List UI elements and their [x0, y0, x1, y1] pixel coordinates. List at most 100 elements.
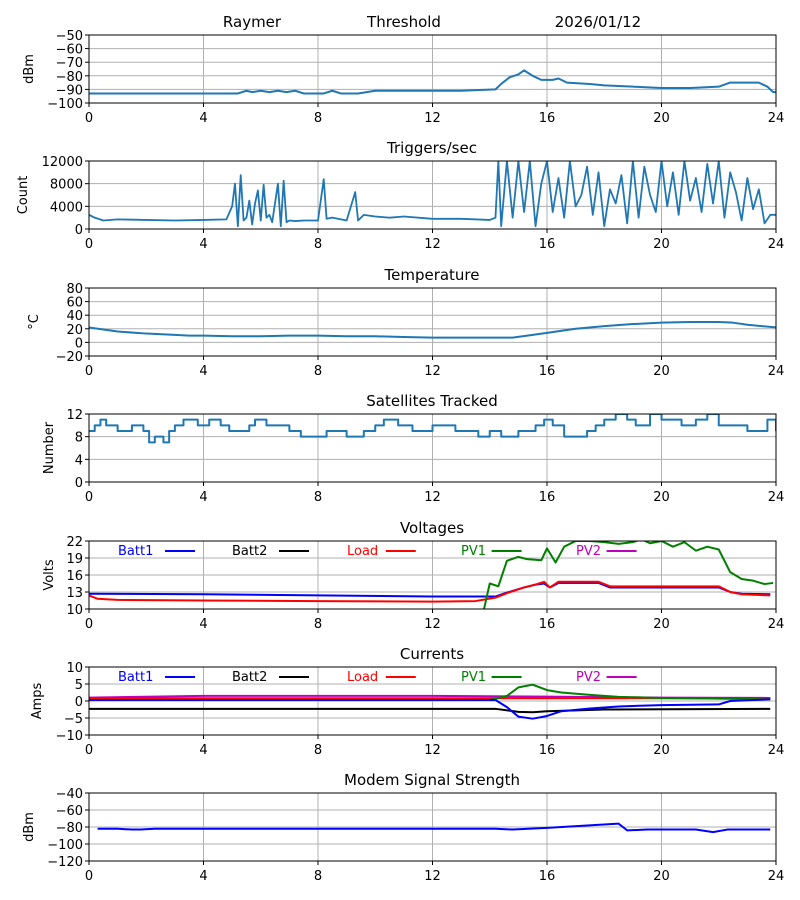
x-tick-label: 8	[314, 743, 322, 758]
chart-title: Triggers/sec	[386, 139, 477, 157]
header-date: 2026/01/12	[555, 13, 641, 31]
y-tick-label: −100	[47, 97, 83, 112]
y-tick-label: 12	[66, 408, 83, 423]
y-tick-label: −60	[56, 43, 83, 58]
grid	[88, 413, 777, 483]
x-tick-label: 20	[653, 617, 670, 632]
chart-title: Currents	[400, 645, 464, 663]
series-line-load	[89, 580, 771, 603]
y-tick-label: 80	[66, 282, 83, 297]
x-tick-label: 24	[768, 743, 785, 758]
y-tick-label: 20	[66, 323, 83, 338]
x-tick-label: 24	[768, 869, 785, 884]
y-tick-label: 0	[75, 223, 83, 238]
series-line-modem	[97, 822, 771, 834]
y-tick-label: 5	[75, 678, 83, 693]
x-tick-label: 20	[653, 364, 670, 379]
series-line-pv1	[89, 683, 771, 701]
x-tick-label: 16	[539, 111, 556, 126]
y-tick-label: −120	[47, 855, 83, 870]
y-tick-label: −80	[56, 70, 83, 85]
plot-frame	[88, 540, 777, 610]
panel-rssi: 0 4 8 12 16 20 24 −100−90−80−70−60−50 dBm	[22, 29, 784, 126]
y-tick-label: 0	[75, 336, 83, 351]
x-tick-label: 12	[424, 490, 441, 505]
legend-label-batt2: Batt2	[232, 670, 267, 685]
y-axis-label: Count	[16, 176, 31, 215]
series-line-batt1	[89, 698, 771, 720]
panel-voltages: Voltages 0 4 8 12 16 20 24 10 13 16 19 22 Volts Batt1…	[42, 519, 784, 632]
legend-label-load: Load	[347, 670, 378, 685]
y-axis-label: Amps	[30, 682, 45, 719]
legend-label-batt1: Batt1	[118, 544, 153, 559]
y-tick-label: 60	[66, 296, 83, 311]
chart-title: Satellites Tracked	[366, 392, 497, 410]
x-tick-label: 8	[314, 617, 322, 632]
y-tick-label: −60	[56, 804, 83, 819]
y-tick-label: 10	[66, 603, 83, 618]
x-tick-label: 24	[768, 617, 785, 632]
legend-label-batt2: Batt2	[232, 544, 267, 559]
y-tick-label: −40	[56, 787, 83, 802]
y-axis-label: dBm	[22, 54, 37, 84]
chart-title: Voltages	[400, 519, 464, 537]
y-tick-label: 12000	[42, 155, 83, 170]
x-tick-label: 16	[539, 743, 556, 758]
y-tick-label: 22	[66, 535, 83, 550]
plot-frame	[88, 287, 777, 357]
grid	[88, 792, 777, 862]
chart-title: Temperature	[383, 266, 479, 284]
y-tick-label: 19	[66, 552, 83, 567]
x-tick-label: 4	[199, 869, 207, 884]
x-tick-label: 16	[539, 364, 556, 379]
x-tick-label: 20	[653, 869, 670, 884]
x-tick-label: 16	[539, 869, 556, 884]
x-tick-label: 12	[424, 743, 441, 758]
x-tick-label: 8	[314, 237, 322, 252]
y-tick-label: 13	[66, 586, 83, 601]
legend-label-pv2: PV2	[576, 544, 601, 559]
y-tick-label: −90	[56, 83, 83, 98]
y-tick-label: −5	[64, 712, 83, 727]
series-line-batt1	[89, 581, 771, 598]
x-tick-label: 8	[314, 869, 322, 884]
x-tick-label: 12	[424, 617, 441, 632]
x-tick-label: 12	[424, 237, 441, 252]
y-tick-label: −100	[47, 838, 83, 853]
legend-label-load: Load	[347, 544, 378, 559]
x-tick-label: 20	[653, 743, 670, 758]
series-line-batt2	[89, 707, 771, 714]
y-tick-label: −50	[56, 29, 83, 44]
y-tick-label: 8	[75, 431, 83, 446]
plot-frame	[88, 792, 777, 862]
y-tick-label: 4	[75, 453, 83, 468]
y-axis-label: dBm	[22, 812, 37, 842]
plot-frame	[88, 666, 777, 736]
x-tick-label: 4	[199, 743, 207, 758]
y-tick-label: 4000	[50, 200, 83, 215]
series-line-satellites	[89, 414, 776, 444]
y-tick-label: 0	[75, 476, 83, 491]
x-tick-label: 12	[424, 111, 441, 126]
x-tick-label: 0	[85, 743, 93, 758]
x-tick-label: 12	[424, 364, 441, 379]
legend-label-pv1: PV1	[461, 670, 486, 685]
plot-frame	[88, 413, 777, 483]
x-tick-label: 20	[653, 237, 670, 252]
x-tick-label: 24	[768, 364, 785, 379]
x-tick-label: 4	[199, 490, 207, 505]
y-tick-label: −80	[56, 821, 83, 836]
x-tick-label: 0	[85, 111, 93, 126]
x-tick-label: 0	[85, 869, 93, 884]
x-tick-label: 0	[85, 617, 93, 632]
header-mode: Threshold	[366, 13, 441, 31]
y-tick-label: −20	[56, 350, 83, 365]
panel-currents: Currents 0 4 8 12 16 20 24 −10 −5 0 5 10 Amps Batt1 Ba…	[30, 645, 784, 758]
chart-title: Modem Signal Strength	[344, 771, 520, 789]
legend-label-batt1: Batt1	[118, 670, 153, 685]
y-axis-label: °C	[27, 314, 42, 330]
header-site: Raymer	[223, 13, 282, 31]
series-line-threshold	[89, 69, 776, 95]
x-tick-label: 4	[199, 111, 207, 126]
